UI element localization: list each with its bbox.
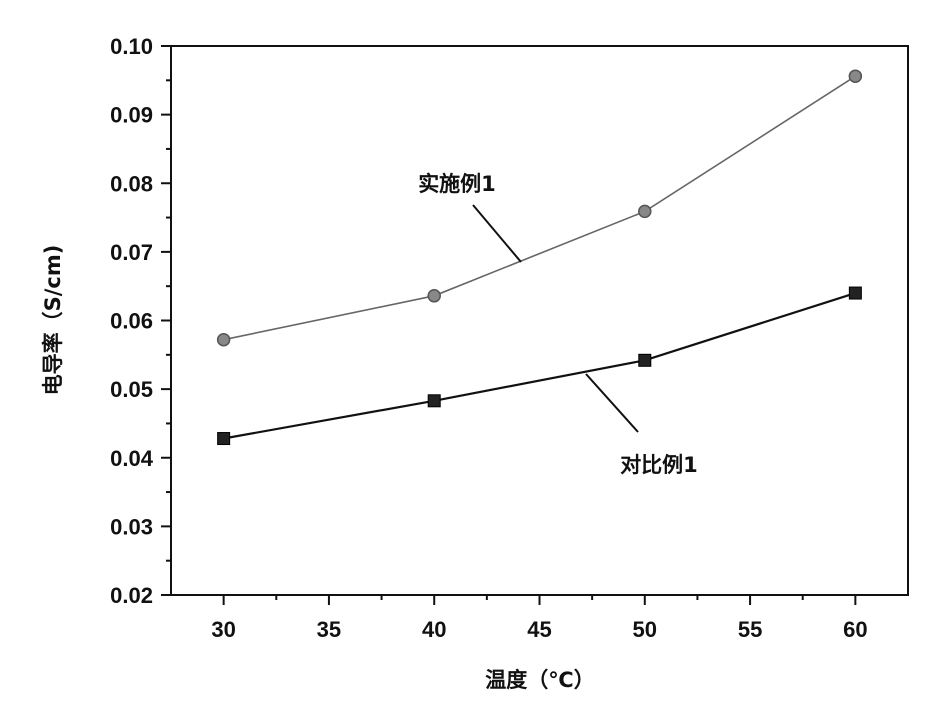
series-markers [218,70,862,444]
x-tick-label: 60 [843,617,867,642]
y-tick-label: 0.07 [110,240,153,265]
annotations: 实施例1 对比例1 [418,172,698,477]
data-point-square [428,395,440,407]
data-point-circle [218,334,230,346]
y-tick-label: 0.02 [110,583,153,608]
data-point-circle [639,205,651,217]
x-tick-label: 50 [633,617,657,642]
series-line-1 [224,76,856,340]
x-tick-label: 35 [317,617,341,642]
x-tick-label: 30 [211,617,235,642]
data-point-circle [849,70,861,82]
data-point-square [218,433,230,445]
series-lines [224,76,856,438]
annotation-leader-2 [586,374,638,432]
x-tick-label: 40 [422,617,446,642]
x-axis-title: 温度（℃） [485,668,594,692]
annotation-label-2: 对比例1 [620,453,698,477]
y-tick-label: 0.09 [110,103,153,128]
plot-frame [171,46,908,595]
data-point-square [849,287,861,299]
y-axis-title: 电导率（S/cm) [41,245,65,396]
y-tick-label: 0.04 [110,446,154,471]
y-tick-label: 0.03 [110,514,153,539]
series-line-2 [224,293,856,438]
x-tick-label: 45 [527,617,551,642]
annotation-label-1: 实施例1 [418,172,496,196]
annotation-leader-1 [473,205,521,262]
x-tick-label: 55 [738,617,762,642]
y-tick-label: 0.06 [110,309,153,334]
y-tick-label: 0.08 [110,171,153,196]
data-point-square [639,354,651,366]
y-tick-label: 0.10 [110,34,153,59]
y-tick-label: 0.05 [110,377,153,402]
data-point-circle [428,290,440,302]
